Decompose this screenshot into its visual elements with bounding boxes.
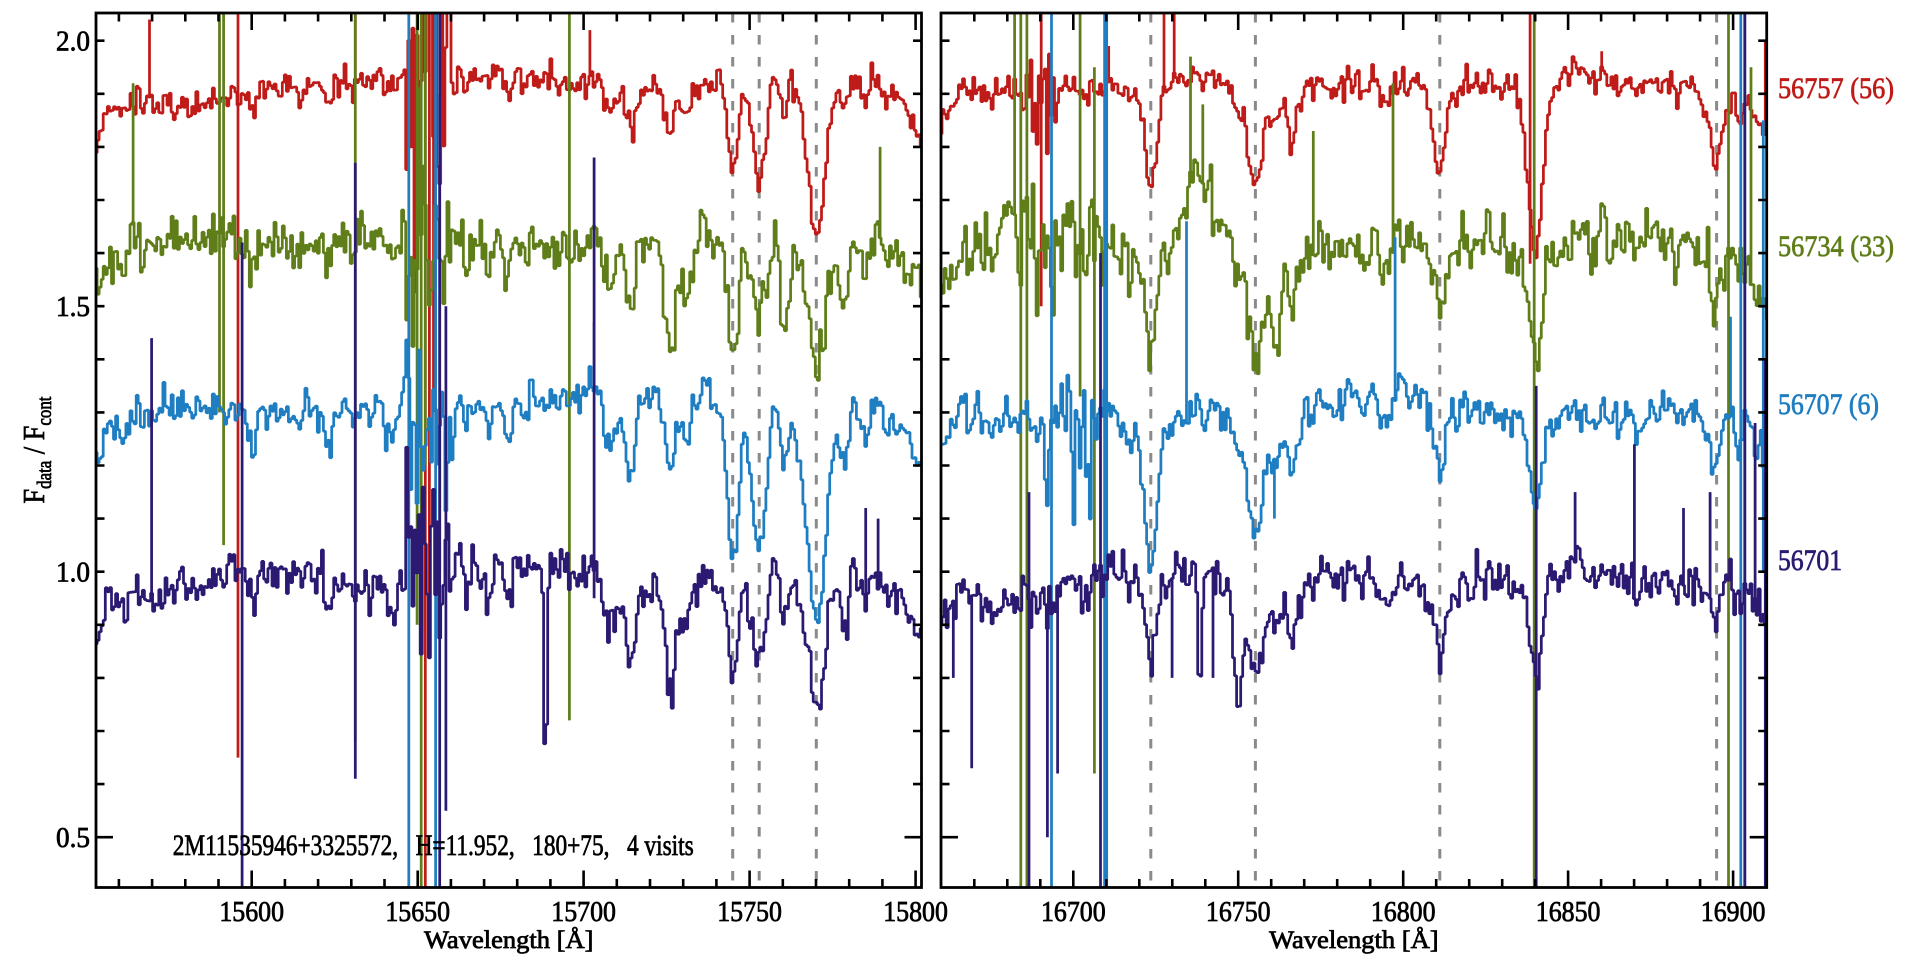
svg-text:56701: 56701 — [1778, 544, 1842, 577]
svg-text:16800: 16800 — [1371, 896, 1436, 928]
svg-text:15750: 15750 — [717, 896, 782, 928]
svg-text:2.0: 2.0 — [56, 26, 90, 58]
svg-text:16900: 16900 — [1701, 896, 1766, 928]
svg-text:1.5: 1.5 — [56, 291, 90, 323]
svg-text:15600: 15600 — [219, 896, 284, 928]
svg-text:15800: 15800 — [883, 896, 948, 928]
svg-text:Wavelength [Å]: Wavelength [Å] — [424, 927, 594, 954]
svg-text:15650: 15650 — [385, 896, 450, 928]
svg-text:Wavelength [Å]: Wavelength [Å] — [1269, 927, 1439, 954]
svg-text:2M11535946+3325572, H=11.952: 2M11535946+3325572, H=11.952, 180+75, 4 … — [173, 829, 694, 862]
svg-text:16700: 16700 — [1041, 896, 1106, 928]
svg-text:56757 (56): 56757 (56) — [1778, 72, 1894, 105]
svg-text:16850: 16850 — [1536, 896, 1601, 928]
svg-text:56707 (6): 56707 (6) — [1778, 388, 1879, 421]
svg-text:1.0: 1.0 — [56, 557, 90, 589]
svg-text:16750: 16750 — [1206, 896, 1271, 928]
svg-text:56734 (33): 56734 (33) — [1778, 230, 1894, 263]
svg-text:0.5: 0.5 — [56, 822, 90, 854]
svg-text:15700: 15700 — [551, 896, 616, 928]
